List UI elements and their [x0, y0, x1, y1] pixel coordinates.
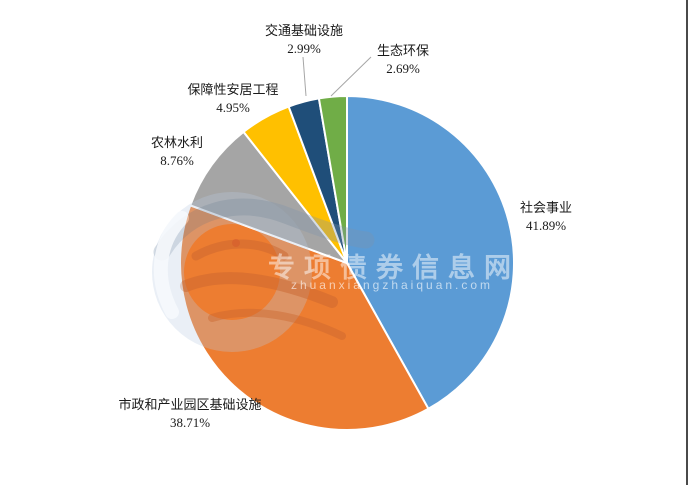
pie-slice-0	[346, 94, 515, 411]
pie-slice-5	[317, 94, 348, 264]
slice-label-social: 社会事业 41.89%	[520, 199, 572, 235]
slice-label-name: 农林水利	[150, 135, 204, 150]
slice-label-name: 社会事业	[519, 200, 573, 215]
slice-label-pct: 2.69%	[386, 61, 420, 76]
slice-label-name: 市政和产业园区基础设施	[118, 397, 262, 412]
slice-label-pct: 4.95%	[216, 100, 250, 115]
slice-label-pct: 8.76%	[160, 153, 194, 168]
leader-line-transport	[302, 56, 307, 97]
slice-label-pct: 2.99%	[287, 41, 321, 56]
image-right-border	[686, 0, 688, 485]
pie-slice-2	[188, 130, 350, 266]
slice-label-name: 生态环保	[376, 43, 430, 58]
leader-line-environment	[330, 56, 372, 97]
pie-slice-1	[179, 204, 430, 432]
pie-slices	[179, 94, 515, 432]
slice-label-transport: 交通基础设施 2.99%	[265, 22, 343, 58]
slice-label-name: 交通基础设施	[264, 23, 344, 38]
slice-label-environment: 生态环保 2.69%	[377, 42, 429, 78]
slice-label-pct: 41.89%	[525, 218, 567, 233]
slice-label-municipal: 市政和产业园区基础设施 38.71%	[114, 396, 266, 432]
watermark-globe-icon	[152, 192, 375, 352]
slice-label-name: 保障性安居工程	[187, 82, 279, 97]
slice-label-agriculture: 农林水利 8.76%	[151, 134, 203, 170]
slice-label-housing: 保障性安居工程 4.95%	[187, 81, 278, 117]
slice-label-pct: 38.71%	[169, 415, 211, 430]
